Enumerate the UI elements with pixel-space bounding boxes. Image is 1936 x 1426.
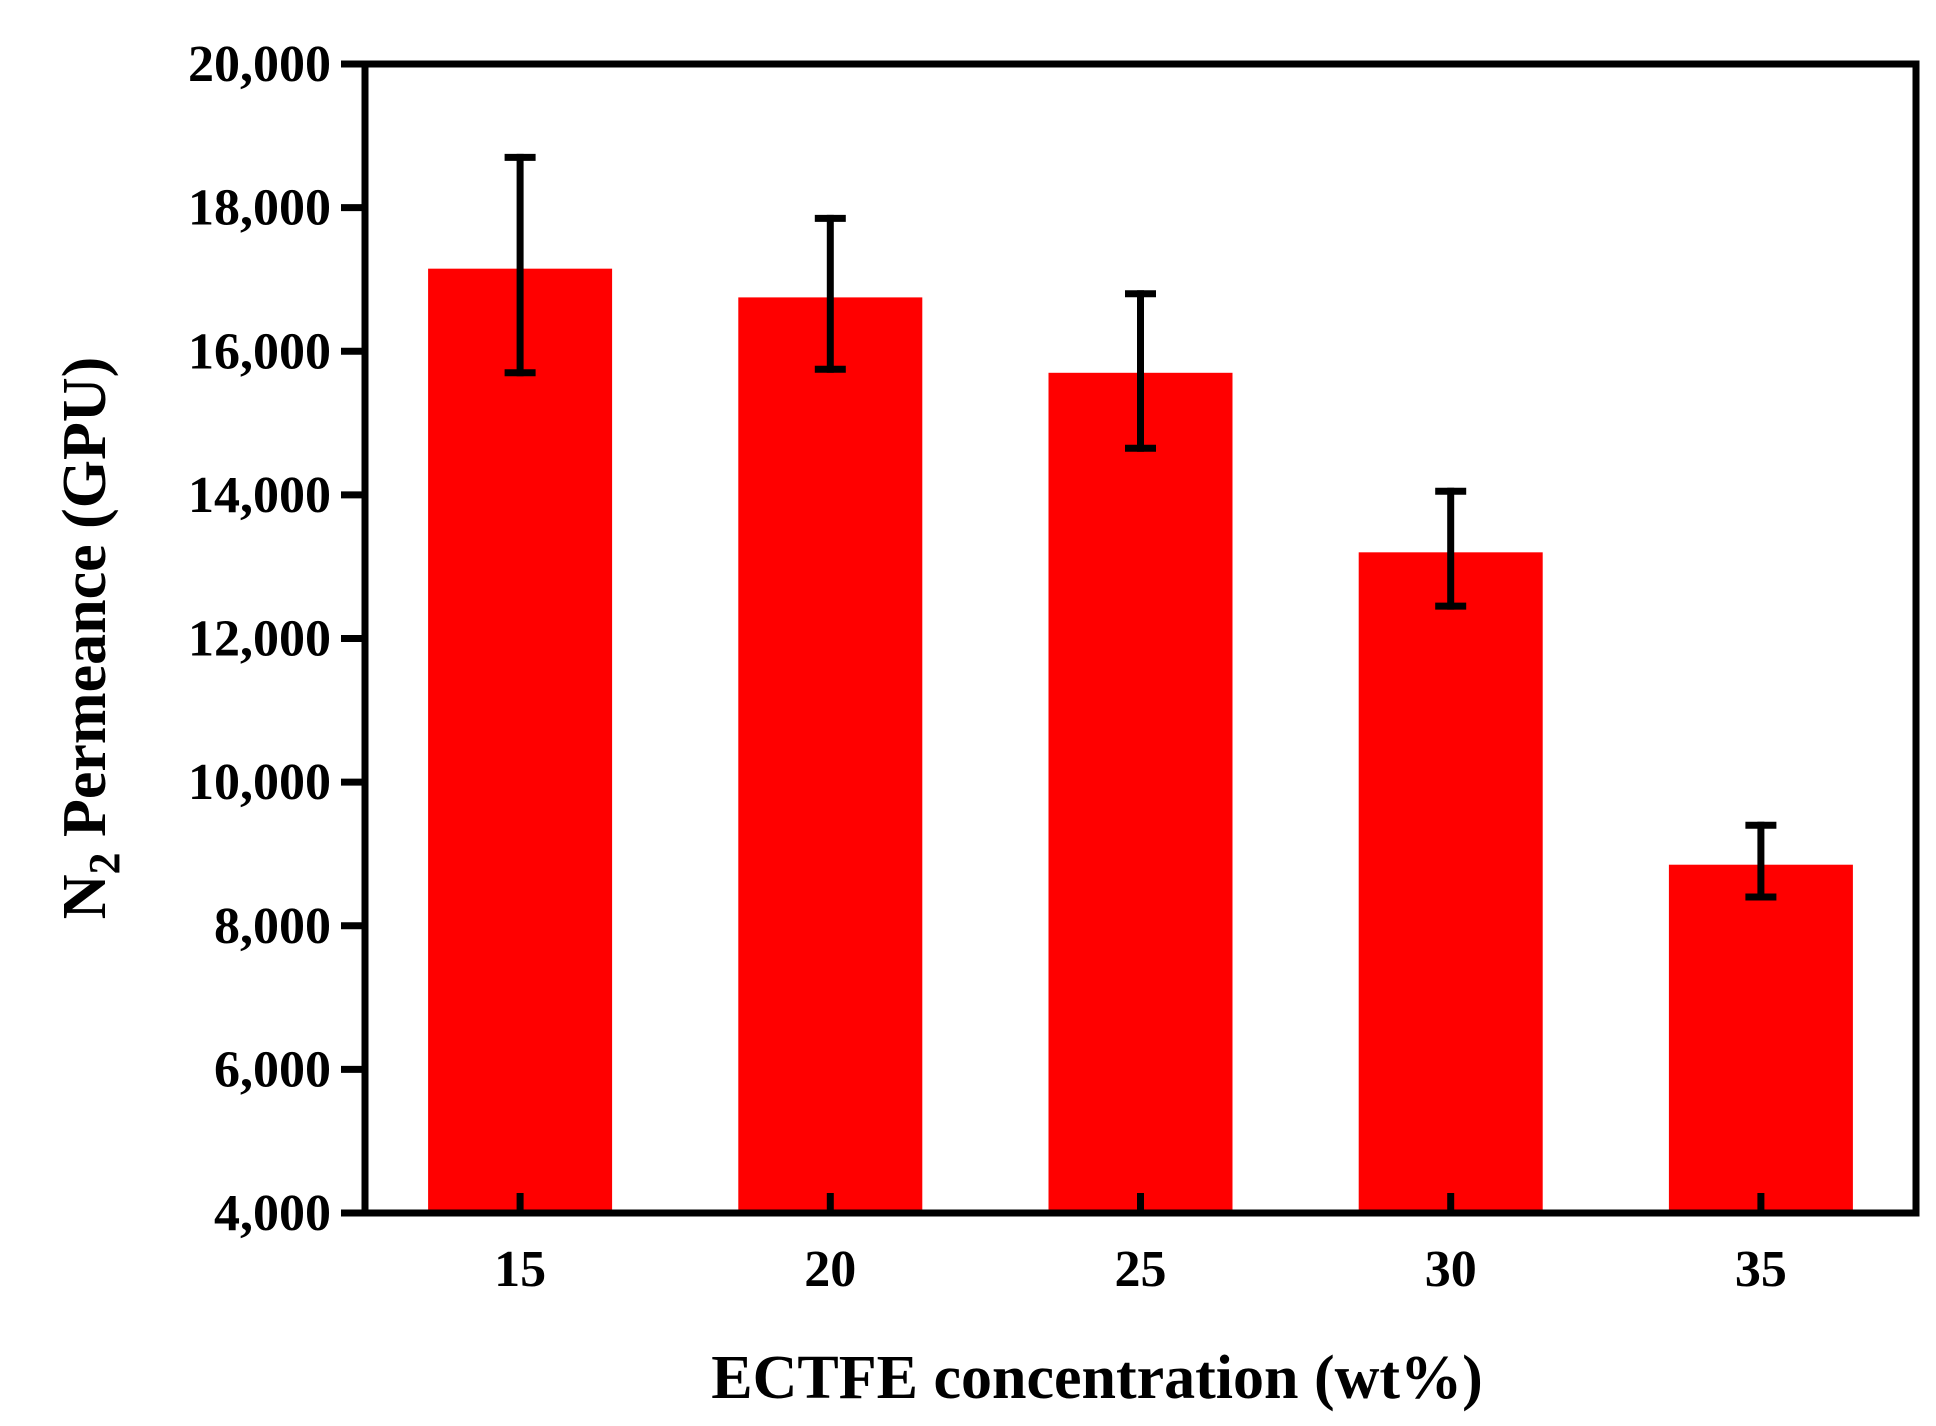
y-axis-title-prefix: N — [51, 874, 119, 919]
y-axis-title: N2 Permeance (GPU) — [51, 357, 129, 920]
x-tick-label-20: 20 — [804, 1241, 856, 1298]
error-bar-15 — [504, 153, 536, 377]
bar-25 — [1048, 372, 1233, 1213]
error-bar-20 — [814, 214, 846, 373]
x-tick-label-15: 15 — [494, 1241, 546, 1298]
y-tick-label: 18,000 — [188, 180, 331, 237]
y-tick-label: 12,000 — [188, 611, 331, 668]
bars — [428, 268, 1853, 1213]
error-bar-35 — [1745, 821, 1777, 901]
y-axis-title-subscript: 2 — [80, 852, 129, 874]
error-bar-30 — [1435, 487, 1467, 610]
x-tick-label-25: 25 — [1115, 1241, 1167, 1298]
y-tick-label: 8,000 — [214, 898, 331, 955]
bar-20 — [738, 297, 923, 1213]
y-tick-label: 10,000 — [188, 754, 331, 811]
x-tick-label-30: 30 — [1425, 1241, 1477, 1298]
x-axis-title: ECTFE concentration (wt%) — [711, 1344, 1482, 1412]
bar-30 — [1358, 552, 1543, 1213]
bar-35 — [1668, 864, 1853, 1213]
y-axis-ticks: 4,000 6,000 8,000 10,000 12,000 14,000 16,000 1… — [188, 36, 365, 1242]
y-tick-label: 16,000 — [188, 323, 331, 380]
y-tick-label: 4,000 — [214, 1185, 331, 1242]
x-axis-ticks: 15 20 25 30 35 — [494, 1193, 1787, 1298]
y-tick-label: 14,000 — [188, 467, 331, 524]
error-bar-25 — [1125, 290, 1156, 452]
y-tick-label: 20,000 — [188, 36, 331, 93]
error-bars — [504, 153, 1777, 901]
y-axis-title-suffix: Permeance (GPU) — [51, 357, 119, 853]
bar-15 — [428, 268, 613, 1213]
x-tick-label-35: 35 — [1735, 1241, 1787, 1298]
y-tick-label: 6,000 — [214, 1041, 331, 1098]
